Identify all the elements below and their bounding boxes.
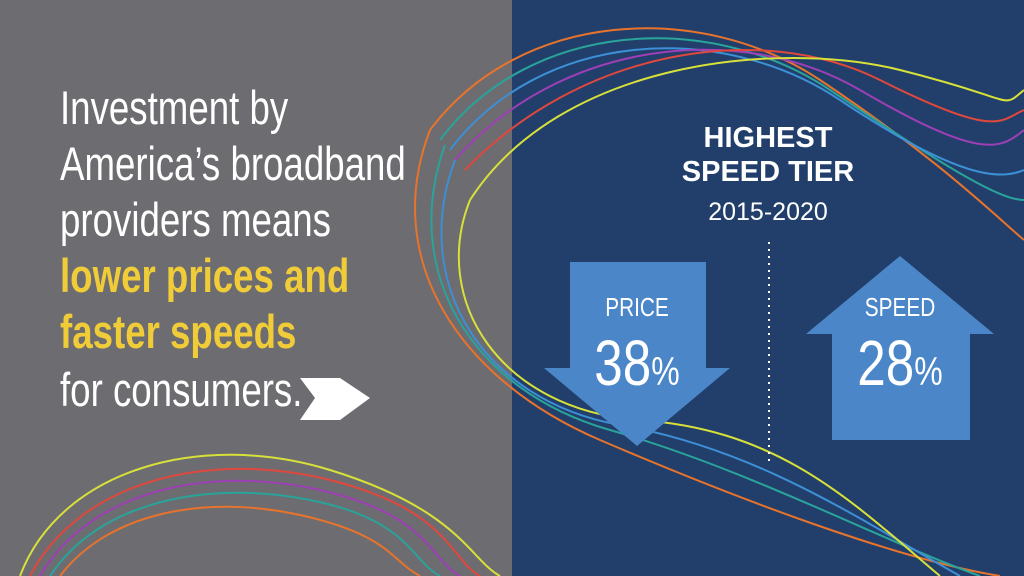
curve: [19, 453, 501, 576]
curve: [429, 27, 1024, 241]
panel-title: HIGHEST: [703, 122, 833, 154]
curve: [29, 467, 481, 576]
curve: [414, 129, 1001, 576]
price-unit: %: [651, 350, 680, 394]
price-label: PRICE: [605, 292, 669, 322]
curve: [59, 505, 421, 576]
headline-closing: for consumers.: [60, 363, 303, 416]
headline-line: Investment by: [60, 81, 289, 134]
curve: [464, 49, 1024, 171]
headline-highlight: faster speeds: [60, 305, 297, 358]
panel-period: 2015-2020: [708, 198, 828, 226]
price-value: 38%: [557, 326, 717, 400]
curve: [430, 144, 981, 576]
headline-highlight: lower prices and: [60, 249, 350, 302]
price-number: 38: [594, 327, 652, 399]
headline-line: providers means: [60, 193, 332, 246]
curve: [439, 37, 1024, 201]
panel-title: SPEED TIER: [681, 156, 855, 188]
curve: [454, 48, 1024, 161]
pointer-arrow: [300, 378, 370, 420]
speed-label: SPEED: [864, 292, 936, 322]
down-arrow: [544, 262, 730, 446]
headline-line: America’s broadband: [60, 137, 406, 190]
speed-number: 28: [857, 327, 915, 399]
speed-unit: %: [914, 350, 943, 394]
curve: [49, 491, 441, 576]
curve: [39, 479, 461, 576]
up-arrow: [806, 256, 994, 440]
curve: [449, 47, 1024, 176]
curve: [469, 56, 1024, 201]
speed-value: 28%: [820, 326, 980, 400]
